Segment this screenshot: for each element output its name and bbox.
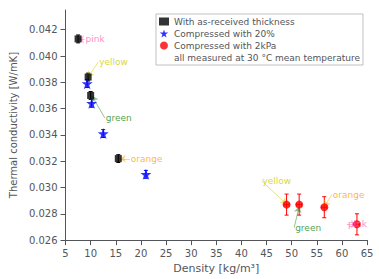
svg-text:0.038: 0.038 — [29, 77, 58, 88]
svg-text:65: 65 — [361, 248, 374, 259]
svg-text:50: 50 — [285, 248, 298, 259]
svg-text:With as-received thickness: With as-received thickness — [174, 17, 295, 27]
svg-text:green: green — [295, 223, 321, 233]
svg-text:60: 60 — [336, 248, 349, 259]
svg-text:25: 25 — [160, 248, 173, 259]
svg-text:Compressed with 2kPa: Compressed with 2kPa — [174, 41, 276, 51]
svg-text:yellow: yellow — [262, 176, 291, 186]
svg-text:all measured at 30 °C mean tem: all measured at 30 °C mean temperature — [174, 53, 360, 63]
svg-text:45: 45 — [260, 248, 273, 259]
svg-text:orange: orange — [333, 190, 365, 200]
svg-text:Compressed with 20%: Compressed with 20% — [174, 29, 275, 39]
svg-text:Density [kg/m³]: Density [kg/m³] — [173, 262, 259, 275]
svg-text:pink: pink — [348, 219, 368, 229]
svg-text:0.036: 0.036 — [29, 103, 58, 114]
svg-text:35: 35 — [210, 248, 223, 259]
svg-text:0.040: 0.040 — [29, 51, 58, 62]
svg-text:30: 30 — [185, 248, 198, 259]
svg-text:20: 20 — [135, 248, 148, 259]
svg-text:55: 55 — [310, 248, 323, 259]
svg-text:0.026: 0.026 — [29, 235, 58, 246]
svg-text:10: 10 — [84, 248, 97, 259]
svg-text:0.042: 0.042 — [29, 24, 58, 35]
svg-text:Thermal conductivity [W/mK]: Thermal conductivity [W/mK] — [8, 52, 19, 199]
svg-text:orange: orange — [131, 154, 163, 164]
svg-text:pink: pink — [86, 34, 106, 44]
svg-text:green: green — [106, 113, 132, 123]
svg-text:yellow: yellow — [99, 57, 128, 67]
svg-text:0.034: 0.034 — [29, 129, 58, 140]
svg-text:15: 15 — [109, 248, 122, 259]
svg-text:0.030: 0.030 — [29, 182, 58, 193]
svg-text:0.032: 0.032 — [29, 156, 58, 167]
svg-text:40: 40 — [235, 248, 248, 259]
svg-text:5: 5 — [62, 248, 68, 259]
svg-text:0.028: 0.028 — [29, 208, 58, 219]
